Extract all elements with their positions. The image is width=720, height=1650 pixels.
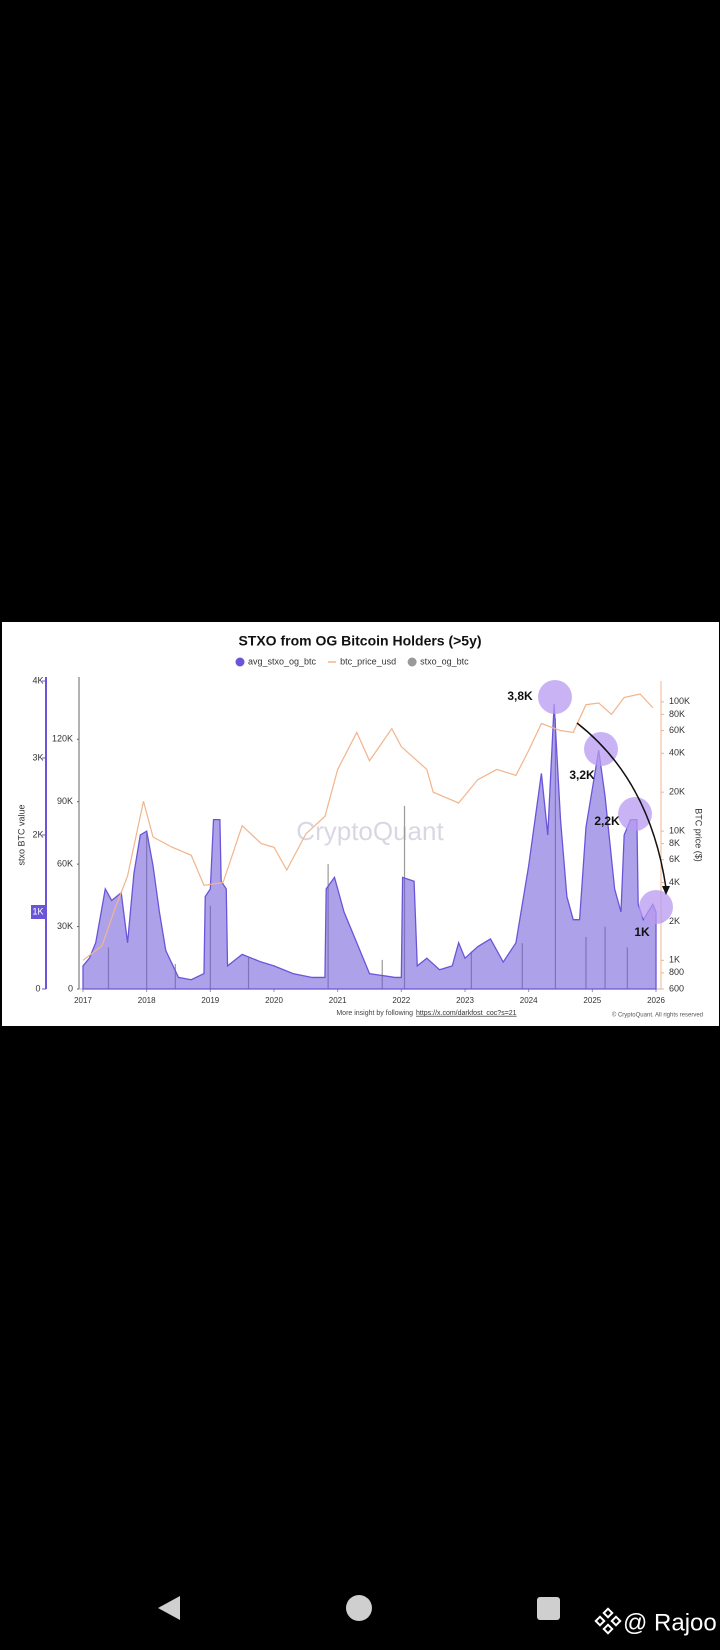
legend-label: btc_price_usd (340, 656, 396, 666)
y-tick-label: 4K (32, 675, 43, 685)
annotation-label: 1K (634, 925, 650, 939)
y3-tick-label: 800 (669, 967, 684, 977)
y-tick-label: 1K (32, 906, 43, 916)
y3-tick-label: 1K (669, 955, 680, 965)
line (82, 693, 654, 961)
arrow-head (662, 886, 670, 895)
x-tick-label: 2026 (647, 996, 665, 1005)
y2-tick-label: 30K (57, 921, 73, 931)
x-tick-label: 2022 (392, 996, 410, 1005)
logo (594, 1607, 622, 1635)
annotation-circle (618, 797, 652, 831)
y3-tick-label: 4K (669, 877, 680, 887)
x-tick-label: 2017 (74, 996, 92, 1005)
y-axis-label: stxo BTC value (16, 804, 26, 865)
legend-swatch (235, 657, 245, 667)
watermark: CryptoQuant (296, 816, 444, 846)
x-tick-label: 2025 (583, 996, 601, 1005)
x-tick-label: 2019 (201, 996, 219, 1005)
copyright: © CryptoQuant. All rights reserved (612, 1012, 703, 1019)
legend-label: avg_stxo_og_btc (248, 656, 317, 666)
x-tick-label: 2018 (138, 996, 156, 1005)
y2-tick-label: 0 (68, 983, 73, 993)
nav-recent[interactable] (537, 1597, 560, 1620)
x-tick-label: 2023 (456, 996, 474, 1005)
y2-tick-label: 60K (57, 859, 73, 869)
y3-tick-label: 80K (669, 709, 685, 719)
annotation-label: 2,2K (594, 814, 620, 828)
y3-tick-label: 600 (669, 983, 684, 993)
chart-title: STXO from OG Bitcoin Holders (>5y) (238, 633, 481, 649)
y-tick-label: 2K (32, 829, 43, 839)
y2-tick-label: 120K (52, 734, 73, 744)
annotation-circle (639, 890, 673, 924)
plot: 0 1K 2K 3K 4K 0 30K 60K 90K 120K 600 800 1K 2K 4K 6K 8K 1… (31, 656, 690, 1005)
x-tick-label: 2020 (265, 996, 283, 1005)
footer-link[interactable]: https://x.com/darkfost_coc?s=21 (416, 1010, 517, 1017)
footer-text: More insight by following (336, 1010, 413, 1017)
y3-tick-label: 40K (669, 748, 685, 758)
annotation-circle (584, 732, 618, 766)
y3-axis-label: BTC price ($) (694, 808, 704, 862)
y3-tick-label: 10K (669, 825, 685, 835)
x-tick-label: 2024 (520, 996, 538, 1005)
y3-tick-label: 100K (669, 696, 690, 706)
y3-tick-label: 8K (669, 838, 680, 848)
y3-tick-label: 20K (669, 787, 685, 797)
y3-tick-label: 6K (669, 854, 680, 864)
annotation-arrow (576, 722, 667, 889)
annotation-label: 3,2K (569, 768, 595, 782)
watermark-text: @ Rajoo (623, 1609, 717, 1636)
y3-tick-label: 60K (669, 725, 685, 735)
legend-swatch (407, 657, 417, 667)
x-tick-label: 2021 (329, 996, 347, 1005)
nav-back[interactable] (158, 1596, 180, 1620)
y-tick-label: 3K (32, 752, 43, 762)
nav-home[interactable] (346, 1595, 372, 1621)
annotation-label: 3,8K (507, 689, 533, 703)
annotation-circle (538, 680, 572, 714)
y-tick-label: 0 (35, 983, 40, 993)
legend-label: stxo_og_btc (420, 656, 469, 666)
y2-tick-label: 90K (57, 796, 73, 806)
y3-tick-label: 2K (669, 916, 680, 926)
y-tick-highlight (31, 905, 46, 919)
